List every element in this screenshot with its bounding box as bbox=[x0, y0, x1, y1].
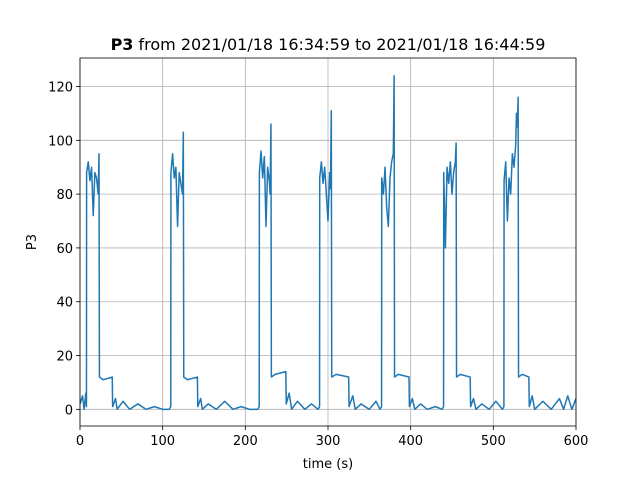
y-tick-label: 20 bbox=[56, 350, 73, 365]
y-tick-label: 60 bbox=[56, 242, 73, 257]
x-tick-label: 300 bbox=[316, 434, 341, 449]
y-axis-label: P3 bbox=[25, 234, 40, 250]
chart-title: P3 from 2021/01/18 16:34:59 to 2021/01/1… bbox=[111, 35, 546, 54]
y-tick-label: 40 bbox=[56, 296, 73, 311]
title-text: from 2021/01/18 16:34:59 to 2021/01/18 1… bbox=[139, 35, 546, 54]
x-tick-label: 0 bbox=[76, 434, 84, 449]
data-line bbox=[79, 75, 577, 411]
y-tick-label: 0 bbox=[65, 403, 73, 418]
x-axis-label: time (s) bbox=[303, 457, 353, 472]
x-tick-label: 400 bbox=[398, 434, 423, 449]
x-tick-label: 600 bbox=[564, 434, 589, 449]
y-tick-label: 100 bbox=[48, 134, 73, 149]
x-tick-label: 500 bbox=[481, 434, 506, 449]
x-tick-label: 200 bbox=[233, 434, 258, 449]
x-tick-label: 100 bbox=[150, 434, 175, 449]
y-tick-label: 80 bbox=[56, 188, 73, 203]
plot-frame bbox=[79, 57, 577, 427]
y-tick-label: 120 bbox=[48, 81, 73, 96]
title-parameter: P3 bbox=[111, 35, 134, 54]
